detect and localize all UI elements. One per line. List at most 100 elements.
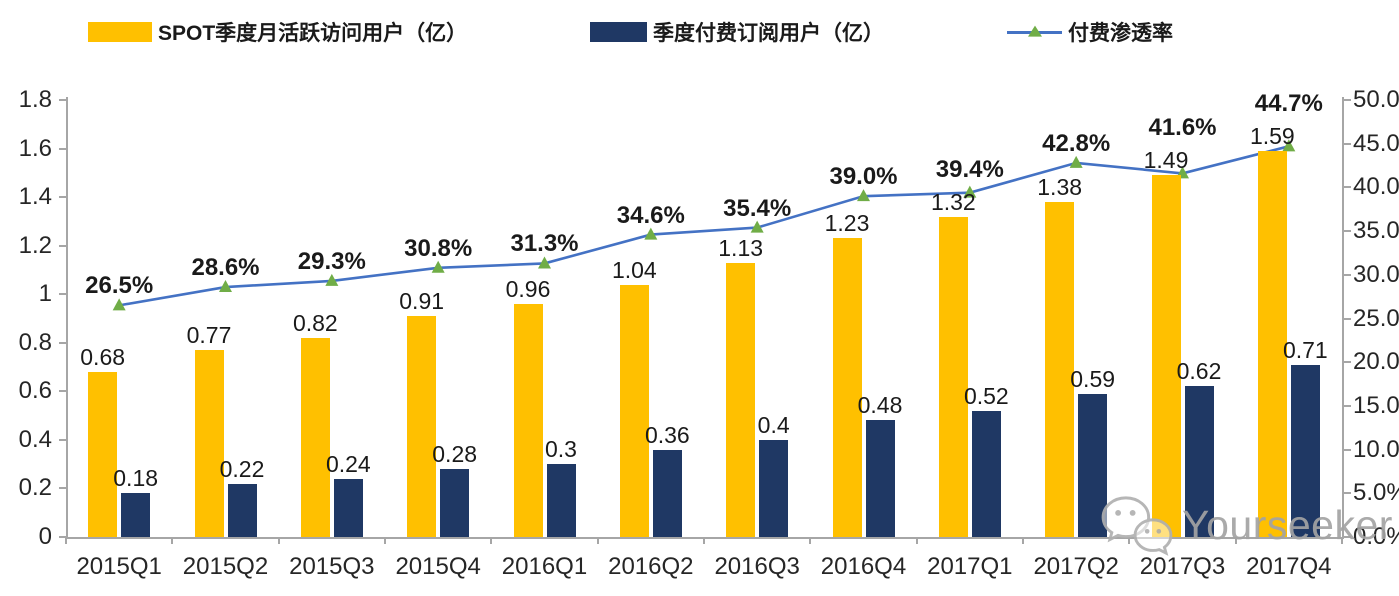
penetration-value-label: 35.4%: [723, 194, 792, 222]
penetration-marker: [750, 220, 764, 233]
penetration-marker: [325, 273, 339, 286]
y-axis-tick-label-right: 20.0%: [1353, 348, 1399, 376]
x-axis-tick: [65, 537, 67, 544]
paid-bar: [1290, 364, 1320, 537]
mau-value-label: 0.96: [505, 275, 551, 302]
mau-bar: [938, 216, 968, 537]
y-axis-tick-label-left: 1.8: [18, 86, 52, 113]
wechat-icon: [1101, 496, 1173, 556]
y-axis-right-tick: [1344, 317, 1351, 320]
penetration-marker: [644, 227, 658, 240]
mau-bar: [300, 337, 330, 537]
paid-bar: [546, 464, 576, 537]
penetration-legend-line: [1007, 25, 1062, 37]
x-axis-label: 2017Q2: [1033, 553, 1119, 580]
y-axis-tick-label-left: 0.8: [18, 328, 52, 356]
watermark: Yourseeker: [1100, 494, 1393, 556]
y-axis-left-tick: [59, 341, 66, 344]
y-axis-left-tick: [59, 147, 66, 150]
mau-bar: [513, 303, 543, 537]
mau-bar: [1257, 150, 1287, 537]
mau-value-label: 1.59: [1249, 122, 1295, 149]
mau-value-label: 1.49: [1143, 147, 1189, 174]
y-axis-right-tick: [1344, 361, 1351, 364]
x-axis-label: 2016Q2: [608, 553, 694, 580]
penetration-value-label: 31.3%: [510, 230, 579, 258]
penetration-value-label: 39.0%: [829, 163, 898, 191]
penetration-value-label: 39.4%: [935, 155, 1004, 183]
y-axis-right-tick: [1344, 536, 1351, 538]
y-axis-tick-label-right: 0.0%: [1353, 523, 1399, 550]
x-axis-tick: [809, 537, 812, 544]
y-axis-left-tick: [59, 536, 66, 538]
mau-value-label: 0.77: [186, 322, 232, 349]
y-axis-tick-label-left: 1.2: [18, 231, 52, 259]
paid-value-label: 0.22: [219, 455, 265, 482]
x-axis-tick: [1341, 537, 1343, 544]
mau-bar: [1045, 201, 1075, 537]
y-axis-left-tick: [59, 487, 66, 490]
triangle-marker-icon: [1027, 25, 1042, 37]
x-axis-tick: [277, 537, 280, 544]
penetration-value-label: 44.7%: [1254, 89, 1323, 117]
mau-legend-label: SPOT季度月活跃访问用户（亿）: [158, 22, 468, 45]
y-axis-tick-label-right: 45.0%: [1353, 129, 1399, 157]
y-axis-tick-label-right: 35.0%: [1353, 217, 1399, 245]
mau-bar: [194, 350, 224, 537]
paid-bar: [759, 439, 789, 537]
paid-value-label: 0.18: [113, 465, 159, 492]
penetration-line: [118, 145, 1290, 307]
penetration-value-label: 30.8%: [404, 234, 473, 262]
paid-value-label: 0.71: [1282, 336, 1328, 363]
x-axis-tick: [384, 537, 386, 544]
x-axis-label: 2017Q4: [1246, 553, 1332, 580]
legend-item-mau: SPOT季度月活跃访问用户（亿）: [88, 20, 468, 45]
paid-bar: [865, 420, 895, 537]
mau-value-label: 1.32: [930, 188, 976, 215]
y-axis-tick-label-left: 1: [38, 280, 52, 308]
penetration-marker: [1069, 155, 1083, 168]
y-axis-left-tick: [59, 293, 66, 296]
penetration-value-label: 42.8%: [1042, 129, 1111, 157]
y-axis-tick-label-left: 1.4: [18, 183, 52, 211]
mau-value-label: 0.68: [80, 343, 126, 370]
x-axis-label: 2016Q3: [714, 553, 800, 580]
penetration-value-label: 41.6%: [1148, 114, 1217, 142]
y-axis-tick-label-left: 0.6: [18, 377, 52, 405]
y-axis-left-tick: [59, 196, 66, 199]
x-axis-tick: [703, 537, 705, 544]
x-axis-label: 2017Q1: [927, 553, 1013, 580]
mau-value-label: 1.23: [824, 210, 870, 237]
y-axis-left-tick: [59, 244, 66, 247]
penetration-legend-label: 付费渗透率: [1068, 22, 1173, 45]
penetration-marker: [538, 256, 551, 269]
y-axis-right-tick: [1344, 404, 1351, 407]
paid-bar: [333, 478, 363, 537]
y-axis-tick-label-left: 0.2: [18, 474, 52, 502]
mau-bar: [726, 262, 756, 537]
paid-value-label: 0.62: [1176, 358, 1222, 385]
x-axis-label: 2015Q1: [76, 553, 162, 580]
y-axis-right: [1342, 97, 1344, 538]
penetration-value-label: 34.6%: [616, 201, 685, 229]
y-axis-right-tick: [1344, 230, 1351, 233]
y-axis-tick-label-right: 25.0%: [1353, 304, 1399, 332]
y-axis-right-tick: [1344, 186, 1351, 189]
y-axis-right-tick: [1344, 99, 1351, 101]
mau-value-label: 1.04: [611, 256, 657, 283]
penetration-value-label: 29.3%: [297, 247, 366, 275]
x-axis-label: 2016Q1: [501, 553, 588, 580]
mau-bar: [88, 371, 118, 537]
x-axis-label: 2015Q4: [395, 553, 481, 580]
x-axis-label: 2017Q3: [1139, 553, 1226, 580]
paid-value-label: 0.59: [1070, 365, 1116, 392]
paid-value-label: 0.4: [757, 411, 790, 438]
x-axis-tick: [1022, 537, 1024, 544]
mau-value-label: 1.13: [718, 234, 764, 261]
mau-bar: [407, 316, 437, 537]
y-axis-left-tick: [59, 99, 66, 101]
mau-value-label: 0.91: [399, 288, 445, 315]
y-axis-tick-label-right: 30.0%: [1353, 260, 1399, 288]
penetration-value-label: 28.6%: [191, 254, 260, 282]
